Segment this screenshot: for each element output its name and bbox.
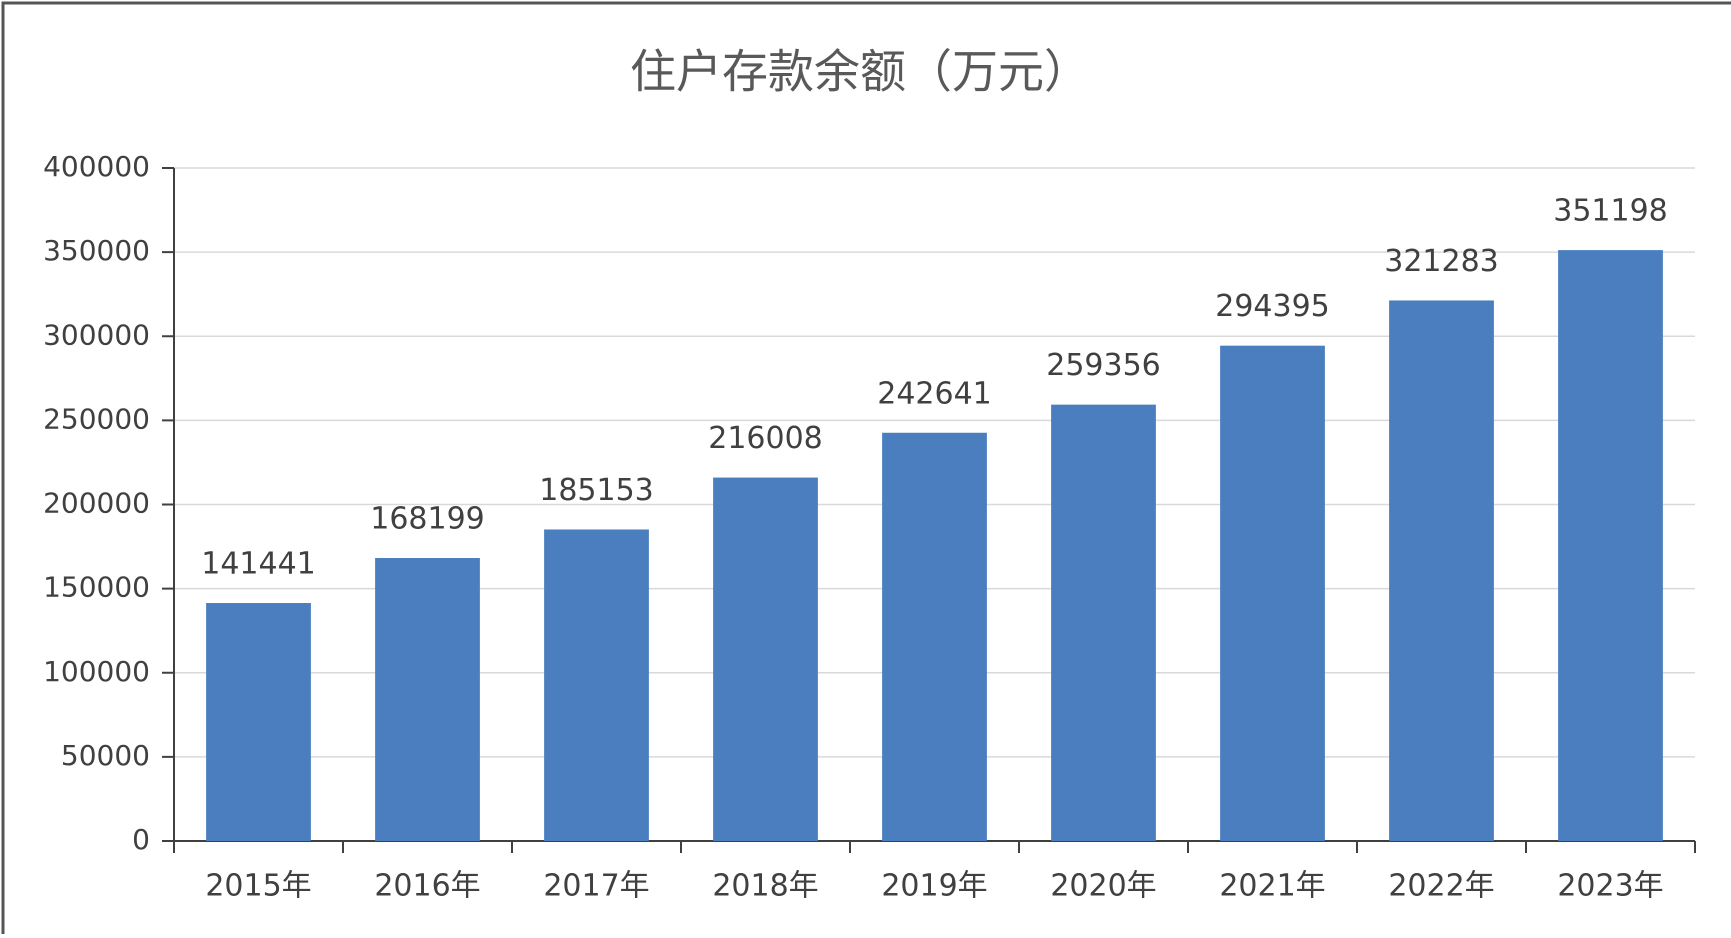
x-tick-label: 2020年 (1050, 869, 1156, 904)
data-label: 259356 (1046, 348, 1161, 383)
y-tick-label: 300000 (43, 318, 150, 351)
x-tick-label: 2016年 (374, 869, 480, 904)
data-label: 168199 (370, 502, 485, 537)
bar (1558, 250, 1663, 841)
x-tick-label: 2019年 (881, 869, 987, 904)
y-tick-label: 250000 (43, 402, 150, 435)
bar (375, 558, 480, 841)
x-tick-label: 2017年 (543, 869, 649, 904)
data-label: 294395 (1215, 289, 1330, 324)
bar (1220, 345, 1325, 841)
bar (882, 432, 987, 841)
data-label: 321283 (1384, 244, 1499, 279)
data-label: 351198 (1553, 194, 1668, 229)
x-tick-label: 2021年 (1219, 869, 1325, 904)
x-tick-label: 2018年 (712, 869, 818, 904)
x-tick-label: 2023年 (1557, 869, 1663, 904)
bar (1051, 404, 1156, 841)
x-tick-label: 2015年 (205, 869, 311, 904)
data-label: 242641 (877, 376, 992, 411)
x-tick-label: 2022年 (1388, 869, 1494, 904)
bar (206, 603, 311, 841)
bar (1389, 300, 1494, 841)
y-tick-label: 200000 (43, 487, 150, 520)
data-label: 141441 (201, 547, 316, 582)
data-label: 216008 (708, 421, 823, 456)
y-tick-label: 0 (132, 823, 150, 856)
y-tick-label: 100000 (43, 655, 150, 688)
bar (713, 477, 818, 841)
chart-title: 住户存款余额（万元） (630, 45, 1090, 99)
y-tick-label: 400000 (43, 150, 150, 183)
y-tick-label: 50000 (61, 739, 150, 772)
y-tick-label: 350000 (43, 234, 150, 267)
data-label: 185153 (539, 473, 654, 508)
y-tick-label: 150000 (43, 571, 150, 604)
bar (544, 529, 649, 841)
